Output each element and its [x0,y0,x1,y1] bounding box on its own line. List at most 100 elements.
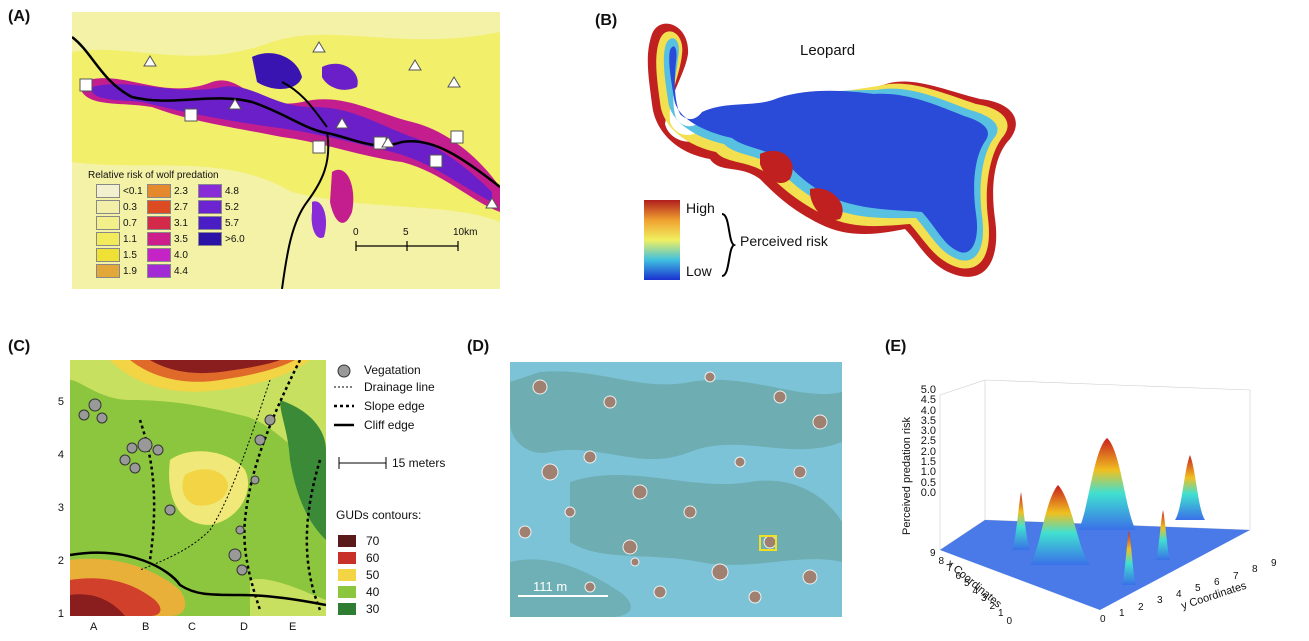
risk-surface-3d [939,379,1251,610]
legend-drainage: Drainage line [364,380,435,394]
e-y-tick: 7 [1233,570,1239,582]
wolf-legend-value: >6.0 [225,233,245,245]
perceived-risk-label: Perceived risk [740,233,828,249]
c-scale-bar [338,457,387,469]
e-x-tick: 1 [998,608,1004,619]
wolf-legend-value: 4.8 [225,185,239,197]
e-z-tick: 4.5 [920,394,936,407]
wolf-legend-value: 4.4 [174,265,188,277]
e-x-tick: 2 [989,600,996,612]
wolf-legend-item: 1.1 [96,232,137,246]
e-y-tick: 0 [1100,614,1106,625]
wolf-legend-title: Relative risk of wolf predation [88,170,219,181]
contour-legend-item: 60 [338,549,418,566]
panel-c-label: (C) [8,338,31,355]
scale-tick-10km: 10km [453,227,478,238]
scale-tick-5: 5 [403,227,409,238]
e-z-tick: 3.0 [920,425,936,438]
legend-vegetation: Vegatation [364,363,421,377]
wolf-legend-swatch [96,200,120,214]
contour-swatch [338,568,356,581]
e-z-label: Perceived predation risk [901,417,913,536]
c-y-tick: 5 [57,396,64,408]
e-x-tick: 5 [964,578,970,589]
wolf-legend-item: 4.0 [147,248,188,262]
c-y-ticks: 5 4 3 2 1 [52,376,64,641]
wolf-legend-item: >6.0 [198,232,245,246]
e-x-tick: 6 [955,570,962,582]
contour-value: 50 [366,567,380,582]
c-x-tick: C [188,621,196,633]
wolf-legend-item: 2.3 [147,184,188,198]
wolf-legend-swatch [96,216,120,230]
wolf-legend-value: 4.0 [174,249,188,261]
wolf-legend-item: 5.7 [198,216,239,230]
contour-swatch [338,585,356,598]
contour-value: 40 [366,584,380,599]
colorbar-high: High [686,200,715,216]
c-x-tick: E [289,621,297,633]
wolf-legend-value: 5.7 [225,217,239,229]
wolf-legend-swatch [147,232,171,246]
gud-contour-map [70,360,326,616]
c-x-tick: D [240,621,248,633]
contour-legend-item: 70 [338,532,418,549]
wolf-legend-item: 1.9 [96,264,137,278]
contour-swatch [338,534,356,547]
e-z-tick: 2.5 [920,435,936,448]
c-y-tick: 3 [57,502,64,514]
c-scale-label: 15 meters [392,456,446,470]
e-z-tick: 1.5 [920,456,936,469]
c-x-tick: B [142,621,150,633]
wolf-legend-value: 1.9 [123,265,137,277]
e-y-tick: 5 [1195,583,1201,594]
wolf-legend-swatch [147,200,171,214]
panel-d-label: (D) [467,338,490,355]
leopard-risk-map [647,23,1016,277]
wolf-legend-swatch [96,264,120,278]
wolf-legend-swatch [147,184,171,198]
wolf-legend-item: 5.2 [198,200,239,214]
wolf-legend-swatch [147,216,171,230]
c-legend-symbols [334,364,354,427]
contour-swatch [338,551,356,564]
panel-a-label: (A) [8,8,31,25]
map-scale-bar [355,241,459,251]
wolf-legend-value: 3.5 [174,233,188,245]
risk-colorbar [644,200,680,280]
contour-legend-item: 30 [338,600,418,617]
c-y-tick: 2 [57,555,64,567]
wolf-legend-item: <0.1 [96,184,143,198]
wolf-legend-item: 3.5 [147,232,188,246]
wolf-legend-value: 1.5 [123,249,137,261]
wolf-legend-value: 2.3 [174,185,188,197]
e-z-tick: 5.0 [920,384,936,396]
scale-tick-0: 0 [353,227,359,238]
wolf-legend-swatch [198,232,222,246]
e-y-tick: 3 [1157,595,1163,607]
contour-swatch [338,602,356,615]
contours-title: GUDs contours: [336,508,422,522]
e-y-tick: 2 [1138,601,1144,613]
e-y-tick: 1 [1119,607,1125,619]
wolf-legend-value: 5.2 [225,201,239,213]
wolf-legend-swatch [96,184,120,198]
panel-b-label: (B) [595,12,618,29]
e-y-tick: 6 [1214,576,1220,588]
panel-e-label: (E) [885,338,907,355]
wolf-legend-swatch [198,216,222,230]
wolf-legend-swatch [198,184,222,198]
e-x-tick: 3 [981,593,987,604]
contour-legend-item: 50 [338,566,418,583]
contour-value: 30 [366,601,380,616]
wolf-legend-swatch [147,248,171,262]
e-z-tick: 0.0 [920,486,936,499]
wolf-legend-item: 2.7 [147,200,188,214]
colorbar-low: Low [686,263,712,279]
wolf-legend-item: 4.4 [147,264,188,278]
risk-brace [721,213,737,277]
e-z-tick: 3.5 [920,414,936,427]
wolf-legend-value: 0.3 [123,201,137,213]
contour-legend-item: 40 [338,583,418,600]
